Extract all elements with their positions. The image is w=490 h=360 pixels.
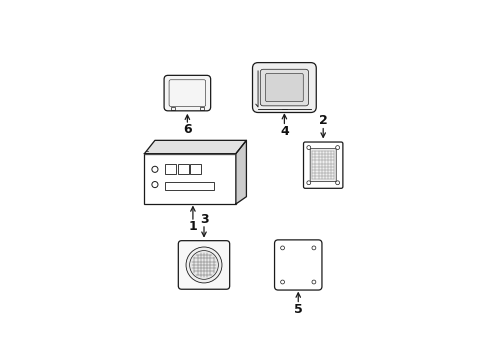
Text: 1: 1	[189, 220, 197, 233]
Text: 5: 5	[294, 303, 303, 316]
Circle shape	[190, 251, 219, 279]
Bar	[190, 163, 201, 174]
Polygon shape	[236, 140, 246, 204]
Bar	[178, 163, 189, 174]
FancyBboxPatch shape	[178, 241, 230, 289]
FancyBboxPatch shape	[260, 69, 309, 106]
Bar	[165, 182, 214, 190]
Text: 6: 6	[183, 123, 192, 136]
FancyBboxPatch shape	[266, 73, 303, 102]
FancyBboxPatch shape	[274, 240, 322, 290]
Bar	[199, 107, 204, 110]
Text: 3: 3	[200, 213, 208, 226]
Bar	[165, 163, 176, 174]
FancyBboxPatch shape	[303, 142, 343, 188]
FancyBboxPatch shape	[310, 149, 336, 182]
Polygon shape	[145, 140, 246, 154]
FancyBboxPatch shape	[164, 75, 211, 111]
Bar	[171, 107, 175, 110]
FancyBboxPatch shape	[252, 63, 316, 112]
Circle shape	[186, 247, 222, 283]
Text: 2: 2	[319, 114, 328, 127]
Text: 4: 4	[280, 125, 289, 138]
